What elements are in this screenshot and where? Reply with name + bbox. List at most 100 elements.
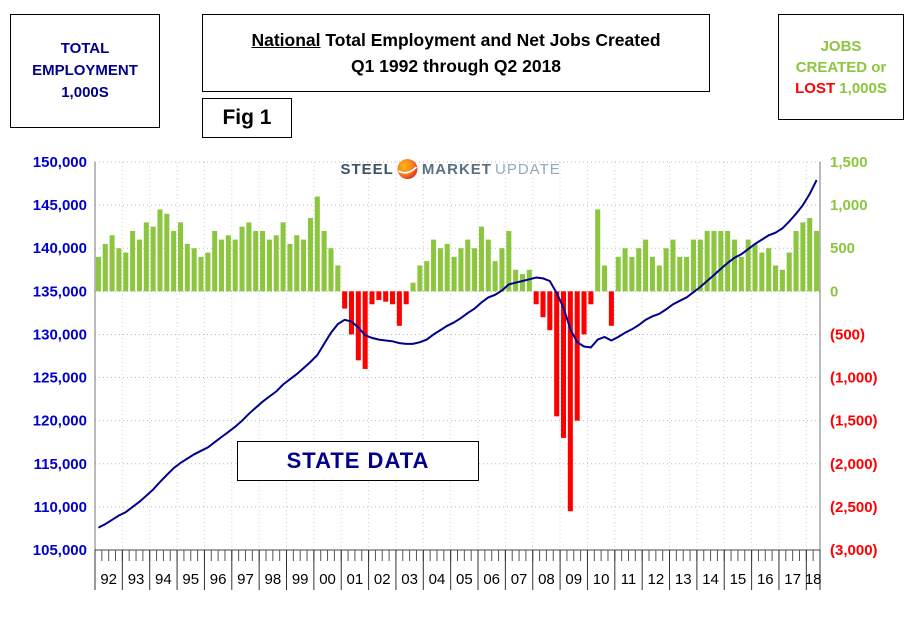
net-jobs-bar [383,291,389,302]
chart-title-box: National Total Employment and Net Jobs C… [202,14,710,92]
net-jobs-bar [376,291,382,300]
net-jobs-bar [328,248,334,292]
net-jobs-bar [677,256,683,292]
net-jobs-bar [793,230,799,292]
year-label: 00 [319,571,336,588]
left-axis-tick-label: 115,000 [34,456,87,473]
figure-label: Fig 1 [222,106,272,129]
net-jobs-bar [725,230,731,292]
year-label: 98 [264,571,281,588]
net-jobs-bar [506,230,512,292]
net-jobs-bar [622,248,628,292]
net-jobs-bar [814,230,820,292]
chart-title-line1: National Total Employment and Net Jobs C… [251,27,660,53]
year-label: 15 [730,571,747,588]
net-jobs-bar [143,222,149,292]
left-axis-title-line3: 1,000S [61,84,109,101]
right-axis-tick-label: (1,500) [830,413,878,430]
net-jobs-bar [348,291,355,335]
right-axis-title-line1: JOBS [820,37,862,55]
year-label: 94 [155,571,172,588]
axes-spines [94,162,821,551]
net-jobs-bar [759,252,765,292]
left-axis-title-box: TOTAL EMPLOYMENT 1,000S [10,14,160,128]
year-label: 05 [456,571,473,588]
left-axis-tick-label: 105,000 [33,542,87,559]
net-jobs-bar [260,230,266,292]
net-jobs-bar [136,239,142,292]
net-jobs-bar [779,269,785,292]
right-axis-title-line2: CREATED or [795,58,887,76]
net-jobs-bar [123,252,129,292]
net-jobs-bar [492,261,498,292]
year-label: 17 [784,571,801,588]
right-axis-tick-label: 1,500 [830,154,868,171]
net-jobs-bars [95,196,820,512]
year-label: 08 [538,571,555,588]
net-jobs-bar [184,243,190,292]
net-jobs-bar [287,243,293,292]
net-jobs-bar [424,261,430,292]
year-label: 95 [182,571,199,588]
net-jobs-bar [465,239,471,292]
net-jobs-bar [519,274,525,292]
net-jobs-bar [731,239,738,292]
total-employment-line [97,179,818,529]
right-axis-tick-label: (2,500) [830,499,878,516]
x-axis-year-labels: 92 93 94 95 96 97 98 99 00 01 02 03 04 05 06 07 08 09 10 11… [100,571,821,588]
net-jobs-bar [437,248,443,292]
net-jobs-bar [547,291,553,331]
net-jobs-bar [95,256,101,292]
net-jobs-bar [554,291,560,417]
logo-word-update: UPDATE [494,160,561,178]
left-axis-tick-label: 125,000 [33,370,87,387]
right-axis-tick-label: (3,000) [830,542,878,559]
net-jobs-bar [663,248,669,292]
net-jobs-bar [410,282,416,292]
net-jobs-bar [752,243,758,292]
net-jobs-bar [116,248,122,292]
state-data-label: STATE DATA [286,448,430,473]
logo-word-market: MARKET [421,160,492,178]
year-label: 14 [702,571,719,588]
left-axis-tick-label: 145,000 [33,197,87,214]
net-jobs-bar [588,291,594,305]
net-jobs-bar [472,248,478,292]
net-jobs-bar [697,239,703,292]
net-jobs-bar [766,248,772,292]
net-jobs-bar [239,226,245,292]
gridlines [95,161,820,551]
net-jobs-bar [157,209,163,292]
left-axis-tick-label: 130,000 [33,326,87,343]
net-jobs-bar [102,243,108,292]
net-jobs-bar [198,256,204,292]
net-jobs-bar [533,291,539,305]
net-jobs-bar [738,256,744,292]
net-jobs-bar [335,265,341,292]
year-label: 96 [210,571,227,588]
year-label: 03 [401,571,418,588]
net-jobs-bar [773,265,779,292]
right-axis-title-units: 1,000S [835,79,887,97]
net-jobs-bar [417,265,423,292]
year-label: 09 [565,571,582,588]
net-jobs-bar [718,230,724,292]
net-jobs-bar [314,196,320,292]
year-label: 04 [429,571,446,588]
net-jobs-bar [656,265,662,292]
employment-jobs-chart: 105,000 110,000 115,000 120,000 125,000 130,0… [33,154,878,590]
net-jobs-bar [602,265,608,292]
net-jobs-bar [458,248,464,292]
net-jobs-bar [171,230,177,292]
year-label: 92 [100,571,117,588]
right-axis-title-line3: LOST 1,000S [795,78,887,99]
net-jobs-bar [649,256,655,292]
net-jobs-bar [307,218,313,292]
net-jobs-bar [745,239,751,292]
net-jobs-bar [253,230,259,292]
right-axis-tick-label: 500 [830,240,855,257]
smu-globe-icon [397,159,418,179]
net-jobs-bar [212,230,218,292]
net-jobs-bar [615,256,621,292]
